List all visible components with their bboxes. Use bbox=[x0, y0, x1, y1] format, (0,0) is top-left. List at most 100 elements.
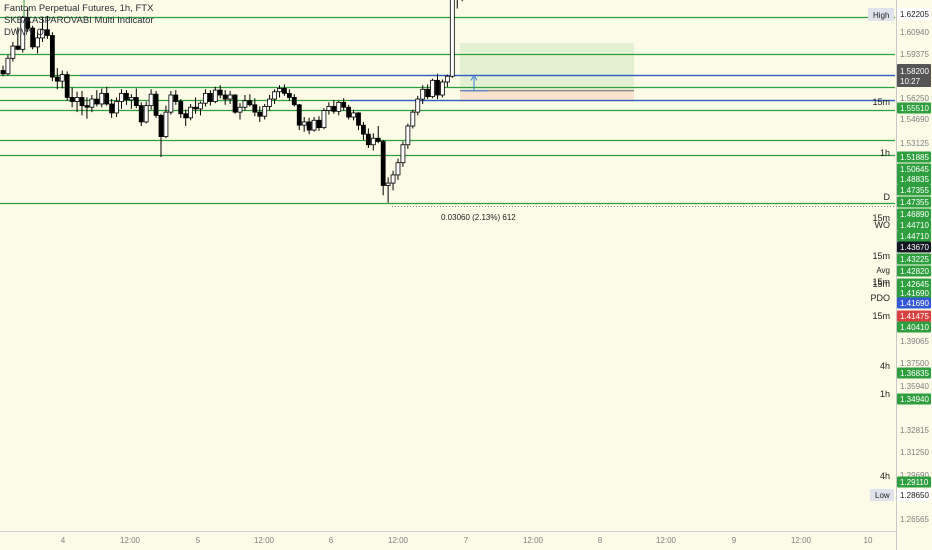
candle-body bbox=[89, 98, 95, 108]
level-price-tag-bg bbox=[897, 219, 931, 231]
candle-body bbox=[15, 45, 21, 50]
x-tick-label: 12:00 bbox=[791, 536, 812, 545]
level-label: 15m bbox=[872, 213, 890, 223]
price-tag-bg bbox=[897, 173, 931, 185]
dwmy-label: DWMY O bbox=[4, 27, 44, 38]
candle-body bbox=[232, 94, 238, 113]
candle-body bbox=[410, 111, 416, 127]
low-price-tag-bg bbox=[897, 489, 931, 501]
high-label: High bbox=[873, 11, 889, 20]
position-stop-zone bbox=[460, 90, 634, 102]
candle-body bbox=[173, 94, 179, 102]
candle-body bbox=[59, 74, 65, 82]
countdown-label: 10:27 bbox=[900, 77, 921, 86]
price-tag: 1.47355 bbox=[900, 186, 929, 195]
candle-body bbox=[370, 137, 376, 146]
level-price-tag: 1.44710 bbox=[900, 221, 929, 230]
x-tick-label: 12:00 bbox=[388, 536, 409, 545]
candle-body bbox=[84, 105, 90, 108]
candle-body bbox=[163, 111, 169, 137]
candle-body bbox=[133, 97, 139, 107]
candle-body bbox=[420, 88, 426, 100]
avg-label: Avg bbox=[876, 266, 890, 275]
candle-body bbox=[49, 35, 55, 78]
y-tick-label: 1.37500 bbox=[900, 359, 929, 368]
price-tag: 1.48835 bbox=[900, 175, 929, 184]
candle-body bbox=[405, 125, 411, 146]
avg-price-tag-bg bbox=[897, 265, 931, 277]
level-price-tag-bg bbox=[897, 253, 931, 265]
candle-body bbox=[291, 97, 297, 106]
level-label: 15m bbox=[872, 277, 890, 287]
crosshair-price-tag: 1.43670 bbox=[900, 243, 929, 252]
level-price-tag: 1.51885 bbox=[900, 153, 929, 162]
position-target-zone bbox=[460, 43, 634, 91]
high-price-tag-bg bbox=[897, 8, 931, 20]
level-price-tag: 1.29110 bbox=[900, 478, 929, 487]
x-tick-label: 12:00 bbox=[120, 536, 141, 545]
candle-body bbox=[435, 79, 440, 96]
y-tick-label: 1.59375 bbox=[900, 50, 929, 59]
level-price-tag-bg bbox=[897, 321, 931, 333]
candle-body bbox=[203, 92, 208, 104]
candle-body bbox=[449, 0, 455, 77]
y-tick-label: 1.31250 bbox=[900, 448, 929, 457]
wo-price-tag-bg bbox=[897, 230, 931, 242]
candle-body bbox=[64, 74, 70, 98]
candle-body bbox=[351, 112, 356, 118]
x-tick-label: 6 bbox=[329, 536, 334, 545]
candle-body bbox=[143, 105, 149, 123]
candle-body bbox=[227, 94, 233, 100]
candle-body bbox=[99, 92, 105, 105]
candle-body bbox=[296, 104, 302, 126]
candle-body bbox=[286, 92, 292, 98]
candle-body bbox=[356, 112, 361, 126]
level-label: D bbox=[884, 192, 891, 202]
high-label-bg bbox=[868, 8, 894, 21]
candle-body bbox=[252, 104, 258, 113]
price-tag-bg bbox=[897, 163, 931, 175]
x-tick-label: 12:00 bbox=[254, 536, 275, 545]
pdo-price-tag-bg bbox=[897, 297, 931, 309]
candle-body bbox=[272, 91, 277, 100]
candle-body bbox=[375, 137, 381, 142]
candle-body bbox=[35, 37, 40, 48]
y-tick-label: 1.35940 bbox=[900, 382, 929, 391]
level-label: 15m bbox=[872, 251, 890, 261]
x-tick-label: 8 bbox=[598, 536, 603, 545]
candle-body bbox=[430, 79, 435, 98]
candle-body bbox=[193, 106, 198, 110]
y-tick-label: 1.29690 bbox=[900, 471, 929, 480]
candle-body bbox=[237, 106, 243, 113]
candle-body bbox=[390, 174, 396, 184]
candle-body bbox=[306, 121, 312, 131]
candle-body bbox=[326, 106, 332, 111]
pdo-label: PDO bbox=[870, 293, 890, 303]
indicator-name[interactable]: SKB/KASPAROVABI Multi Indicator bbox=[4, 15, 154, 26]
x-tick-label: 12:00 bbox=[656, 536, 677, 545]
chart-legend: Fantom Perpetual Futures, 1h, FTX SKB/KA… bbox=[4, 3, 154, 39]
level-label: 1h bbox=[880, 148, 890, 158]
candle-body bbox=[109, 103, 115, 114]
price-tag: 1.42645 bbox=[900, 280, 929, 289]
level-price-tag-bg bbox=[897, 367, 931, 379]
candle-body bbox=[128, 97, 134, 101]
symbol-title[interactable]: Fantom Perpetual Futures, 1h, FTX bbox=[4, 3, 154, 14]
candle-body bbox=[341, 101, 347, 108]
x-tick-label: 5 bbox=[196, 536, 201, 545]
candle-body bbox=[168, 94, 174, 113]
price-tag-bg bbox=[897, 278, 931, 290]
candle-body bbox=[69, 97, 75, 102]
level-label: 1h bbox=[880, 389, 890, 399]
x-tick-label: 7 bbox=[464, 536, 469, 545]
x-tick-label: 4 bbox=[61, 536, 66, 545]
level-label: 15m bbox=[872, 279, 890, 289]
candle-body bbox=[207, 92, 213, 102]
candle-body bbox=[138, 105, 144, 123]
level-price-tag: 1.36835 bbox=[900, 369, 929, 378]
candle-body bbox=[425, 88, 431, 98]
y-tick-label: 1.56250 bbox=[900, 94, 929, 103]
measure-arrow-head bbox=[470, 74, 478, 81]
